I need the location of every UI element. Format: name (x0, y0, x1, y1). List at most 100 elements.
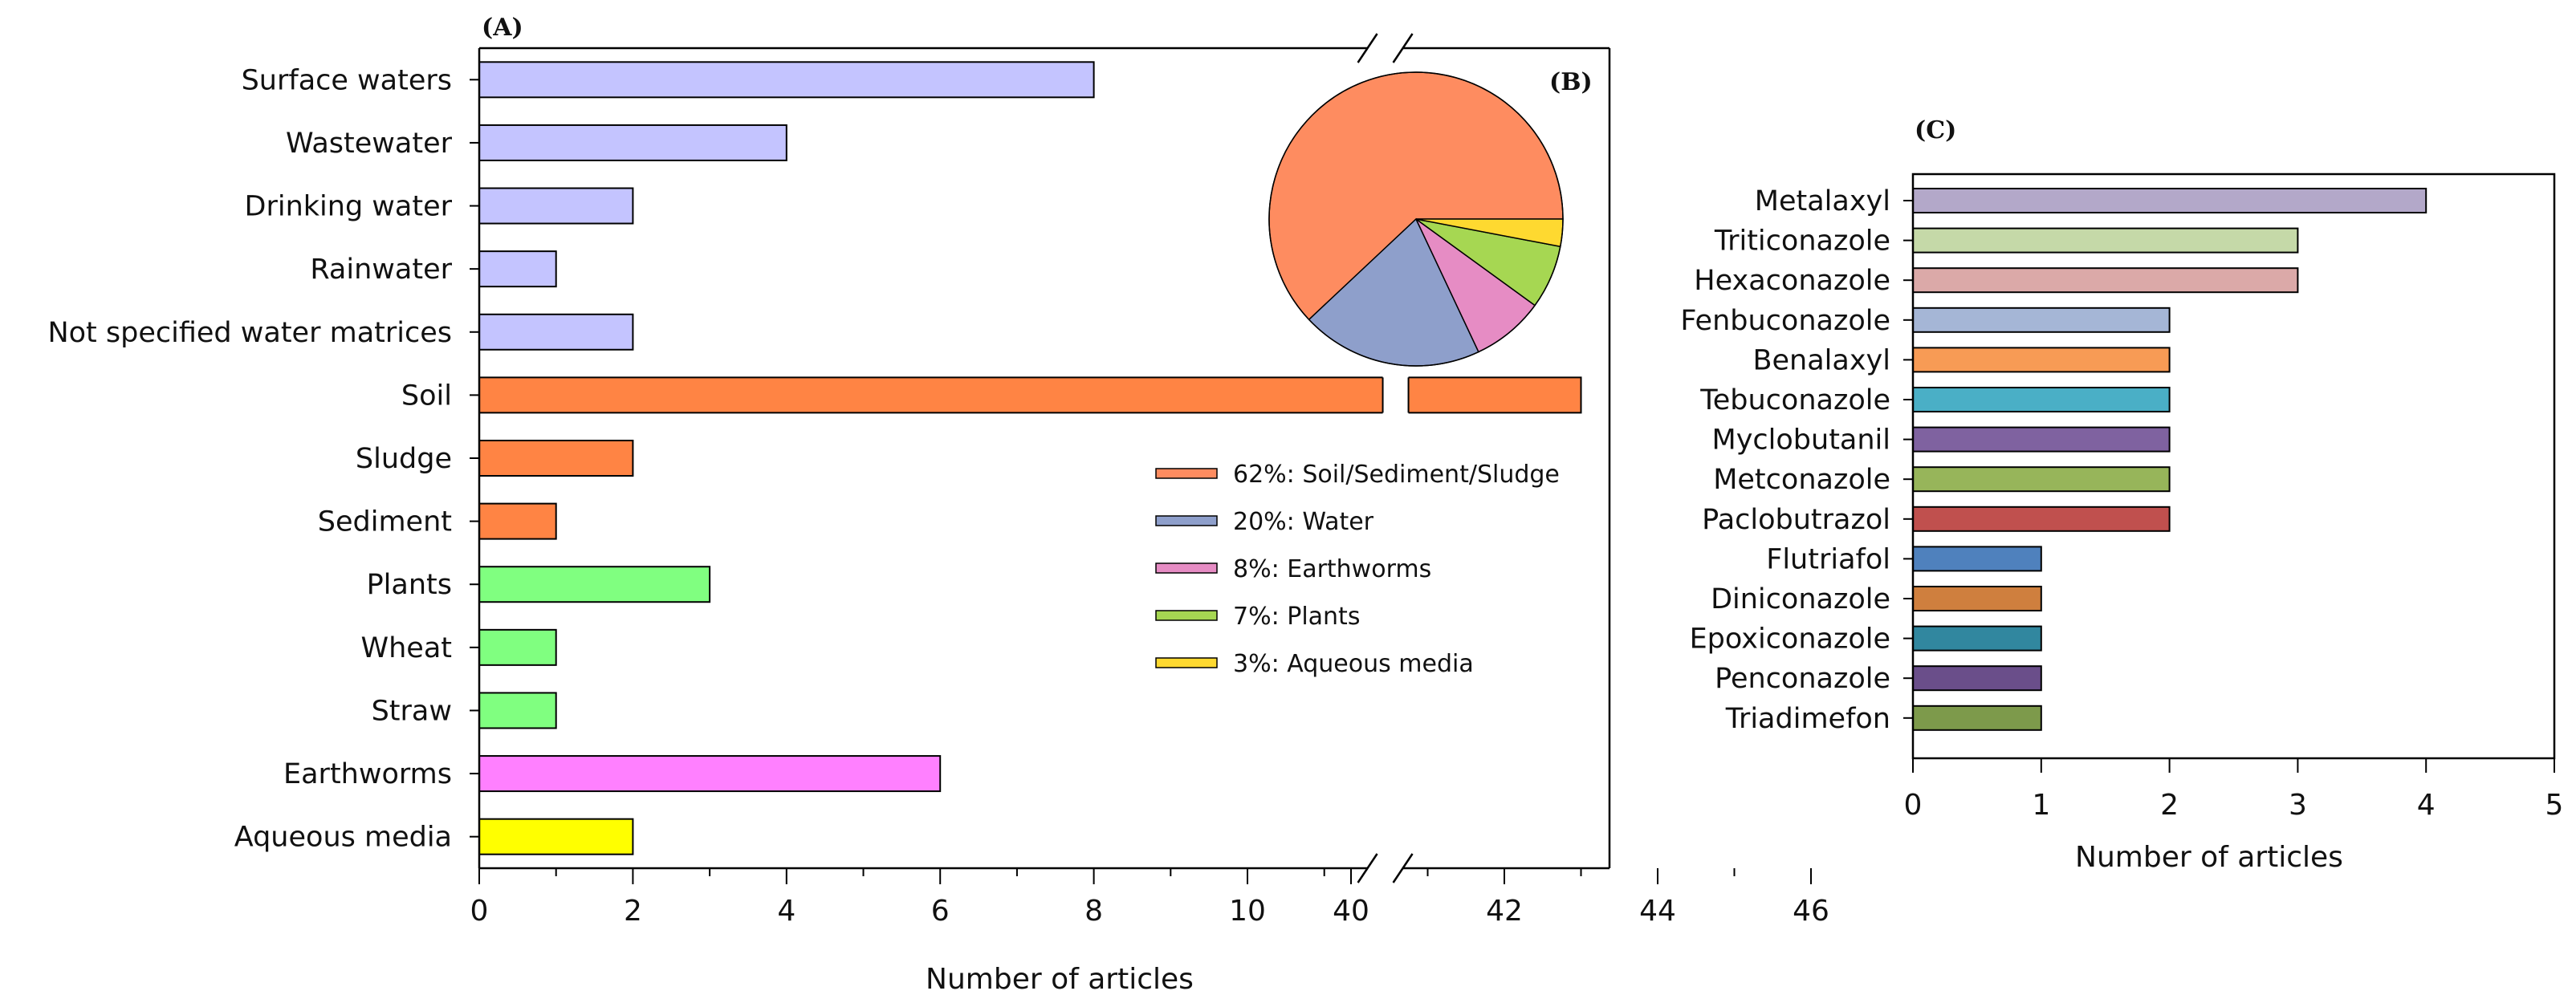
x-tick-label-1: 1 (2032, 789, 2050, 822)
pie-outline (1268, 71, 1564, 367)
bar-wheat (478, 628, 557, 666)
category-label-soil: Soil (401, 380, 452, 412)
panel-c: (C) Metalaxyl Triticonazole Hexaconazole Fe… (1680, 116, 2563, 874)
panel-a: (A) Surface waters Wastewater Drinking wat… (47, 14, 1829, 996)
category-label-epoxiconazole: Epoxiconazole (1690, 623, 1890, 656)
x-tick-label-5: 5 (2545, 789, 2564, 822)
bar-not-specified-water-matrices (478, 313, 634, 351)
x-tick-label-46: 46 (1793, 895, 1829, 928)
legend-swatch-20-water (1155, 515, 1218, 526)
legend-label-62-soil-sediment-sludge: 62%: Soil/Sediment/Sludge (1233, 461, 1560, 489)
panel-a-label: (A) (482, 14, 523, 42)
x-tick-label-2: 2 (624, 895, 642, 928)
category-label-aqueous-media: Aqueous media (234, 822, 452, 854)
category-label-fenbuconazole: Fenbuconazole (1680, 305, 1890, 337)
x-tick-label-3: 3 (2289, 789, 2307, 822)
x-tick-label-2: 2 (2160, 789, 2179, 822)
category-label-not-specified-water-matrices: Not specified water matrices (47, 317, 452, 349)
bar-metconazole (1912, 466, 2171, 493)
bar-metalaxyl (1912, 188, 2427, 213)
category-label-myclobutanil: Myclobutanil (1712, 424, 1891, 457)
legend-swatch-8-earthworms (1155, 562, 1218, 574)
bar-drinking-water (478, 187, 634, 225)
bar-myclobutanil (1912, 426, 2171, 453)
category-label-wastewater: Wastewater (286, 128, 453, 160)
panel-a-bars (478, 61, 1582, 855)
x-tick-label-6: 6 (931, 895, 950, 928)
x-tick-label-40: 40 (1333, 895, 1369, 928)
legend-label-20-water: 20%: Water (1233, 508, 1374, 536)
x-tick-label-4: 4 (2417, 789, 2436, 822)
panel-a-x-ticks: 0 2 4 6 8 10 40 42 44 46 (470, 868, 1829, 928)
panel-a-x-axis-label: Number of articles (926, 963, 1194, 996)
legend-label-3-aqueous-media: 3%: Aqueous media (1233, 650, 1474, 678)
x-tick-label-44: 44 (1639, 895, 1676, 928)
legend-swatch-7-plants (1155, 610, 1218, 621)
x-tick-label-10: 10 (1229, 895, 1266, 928)
bar-tebuconazole (1912, 387, 2171, 412)
category-label-paclobutrazol: Paclobutrazol (1702, 504, 1890, 536)
axis-break-mark (1357, 853, 1378, 883)
panel-c-bars (1912, 188, 2427, 731)
axis-break-mark (1392, 33, 1414, 63)
bar-sludge (478, 440, 634, 477)
legend-swatch-3-aqueous-media (1155, 657, 1218, 668)
bar-rainwater (478, 250, 557, 288)
bar-break-gap-soil (1382, 374, 1409, 416)
panel-b-pie (1268, 71, 1564, 367)
category-label-flutriafol: Flutriafol (1766, 543, 1890, 575)
category-label-wheat: Wheat (361, 632, 453, 664)
legend-swatch-62-soil-sediment-sludge (1155, 468, 1218, 479)
category-label-hexaconazole: Hexaconazole (1694, 265, 1890, 297)
panel-c-x-axis-label: Number of articles (2075, 841, 2343, 874)
category-label-sludge: Sludge (356, 443, 452, 475)
panel-c-x-ticks: 0 1 2 3 4 5 (1904, 758, 2564, 822)
bar-plants (478, 566, 711, 603)
category-label-surface-waters: Surface waters (242, 64, 452, 96)
bar-benalaxyl (1912, 347, 2171, 373)
category-label-plants: Plants (367, 569, 452, 601)
panel-a-category-labels: Surface waters Wastewater Drinking water R… (47, 64, 479, 854)
category-label-earthworms: Earthworms (283, 758, 452, 790)
x-tick-label-4: 4 (777, 895, 796, 928)
category-label-sediment: Sediment (318, 506, 452, 538)
panel-b-legend: 62%: Soil/Sediment/Sludge 20%: Water 8%: E… (1155, 461, 1560, 678)
category-label-straw: Straw (372, 695, 452, 727)
category-label-triadimefon: Triadimefon (1725, 703, 1890, 735)
bar-sediment (478, 502, 557, 540)
panel-b-label: (B) (1549, 68, 1593, 96)
legend-label-7-plants: 7%: Plants (1233, 603, 1360, 631)
bar-fenbuconazole (1912, 307, 2171, 333)
bar-aqueous-media (478, 818, 634, 855)
category-label-drinking-water: Drinking water (245, 191, 453, 223)
bar-paclobutrazol (1912, 506, 2171, 532)
bar-triticonazole (1912, 227, 2299, 254)
bar-diniconazole (1912, 586, 2042, 611)
x-tick-label-42: 42 (1486, 895, 1523, 928)
bar-soil (478, 376, 1582, 414)
x-tick-label-8: 8 (1085, 895, 1103, 928)
panel-b: (B) 62%: Soil/Sediment/Sludge 20%: Water 8… (1155, 68, 1593, 678)
bar-straw (478, 692, 557, 729)
plot-frame (1911, 173, 2556, 760)
bar-flutriafol (1912, 546, 2042, 572)
axis-break-mark (1392, 853, 1414, 883)
panel-c-label: (C) (1915, 116, 1956, 144)
bar-epoxiconazole (1912, 625, 2042, 652)
bar-hexaconazole (1912, 267, 2299, 294)
category-label-metconazole: Metconazole (1713, 464, 1890, 496)
panel-a-frame (478, 33, 1611, 883)
panel-c-frame (1911, 173, 2556, 760)
category-label-tebuconazole: Tebuconazole (1699, 384, 1890, 416)
bar-surface-waters (478, 61, 1095, 99)
category-label-rainwater: Rainwater (310, 254, 452, 286)
x-tick-label-0: 0 (1904, 789, 1923, 822)
category-label-penconazole: Penconazole (1715, 663, 1890, 695)
category-label-benalaxyl: Benalaxyl (1753, 344, 1891, 376)
legend-label-8-earthworms: 8%: Earthworms (1233, 555, 1431, 583)
category-label-triticonazole: Triticonazole (1714, 225, 1890, 258)
category-label-diniconazole: Diniconazole (1711, 583, 1890, 615)
bar-penconazole (1912, 665, 2042, 692)
axis-break-mark (1357, 33, 1378, 63)
